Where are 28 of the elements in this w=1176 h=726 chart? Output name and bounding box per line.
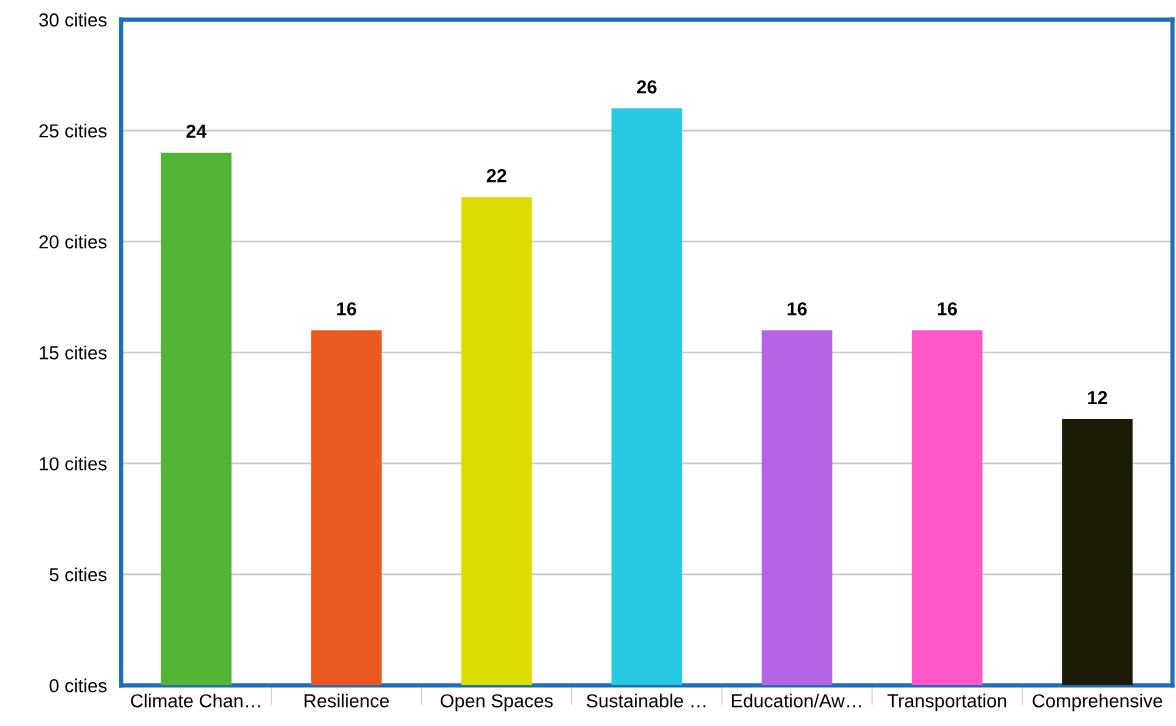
bar — [461, 197, 532, 686]
x-tick-label: Climate Chan… — [131, 693, 260, 708]
bar — [911, 330, 983, 686]
y-tick-label: 15 cities — [39, 345, 107, 360]
y-tick-label: 25 cities — [39, 123, 107, 138]
bar — [1062, 419, 1133, 686]
bar — [761, 330, 833, 686]
data-label: 16 — [337, 302, 357, 316]
y-tick-label: 30 cities — [39, 12, 107, 27]
y-tick-label: 20 cities — [39, 234, 107, 249]
bar — [611, 108, 683, 686]
bar — [160, 152, 232, 686]
y-tick-label: 5 cities — [49, 567, 107, 582]
x-tick-label: Sustainable … — [586, 693, 706, 708]
x-tick-label: Resilience — [304, 693, 389, 708]
data-label: 16 — [937, 302, 957, 316]
x-tick-label: Education/Aw… — [732, 693, 861, 708]
y-tick-label: 0 cities — [49, 678, 107, 693]
x-tick-label: Transportation — [887, 693, 1007, 712]
x-tick-label: Comprehensive — [1032, 693, 1163, 712]
y-tick-label: 10 cities — [39, 456, 107, 471]
data-label: 22 — [486, 169, 507, 183]
bar — [311, 330, 382, 686]
data-label: 26 — [637, 80, 657, 94]
data-label: 12 — [1088, 390, 1108, 405]
data-label: 24 — [186, 124, 207, 138]
x-tick-label: Open Spaces — [440, 694, 553, 712]
data-label: 16 — [787, 302, 807, 316]
